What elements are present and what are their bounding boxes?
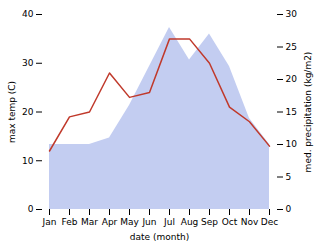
svg-text:Jul: Jul <box>163 217 175 227</box>
svg-text:0: 0 <box>286 204 292 214</box>
svg-text:40: 40 <box>22 9 34 19</box>
svg-text:Dec: Dec <box>261 217 278 227</box>
svg-text:Oct: Oct <box>222 217 238 227</box>
svg-text:Aug: Aug <box>181 217 199 227</box>
svg-text:max temp (C): max temp (C) <box>7 81 17 143</box>
svg-text:Jan: Jan <box>42 217 57 227</box>
svg-text:15: 15 <box>286 107 297 117</box>
svg-text:10: 10 <box>286 139 298 149</box>
svg-text:Jun: Jun <box>141 217 156 227</box>
svg-text:30: 30 <box>22 58 34 68</box>
svg-text:Nov: Nov <box>241 217 259 227</box>
svg-text:Feb: Feb <box>62 217 78 227</box>
svg-text:Sep: Sep <box>201 217 218 227</box>
svg-text:30: 30 <box>286 9 298 19</box>
svg-text:med. precipitation (kg/m2): med. precipitation (kg/m2) <box>303 52 313 173</box>
svg-text:10: 10 <box>22 156 34 166</box>
svg-text:Mar: Mar <box>81 217 98 227</box>
svg-text:date (month): date (month) <box>130 232 189 242</box>
svg-text:May: May <box>120 217 139 227</box>
svg-text:Apr: Apr <box>102 217 118 227</box>
svg-text:20: 20 <box>286 74 298 84</box>
svg-text:20: 20 <box>22 107 34 117</box>
svg-text:25: 25 <box>286 42 297 52</box>
svg-text:5: 5 <box>286 172 292 182</box>
svg-text:0: 0 <box>28 204 34 214</box>
